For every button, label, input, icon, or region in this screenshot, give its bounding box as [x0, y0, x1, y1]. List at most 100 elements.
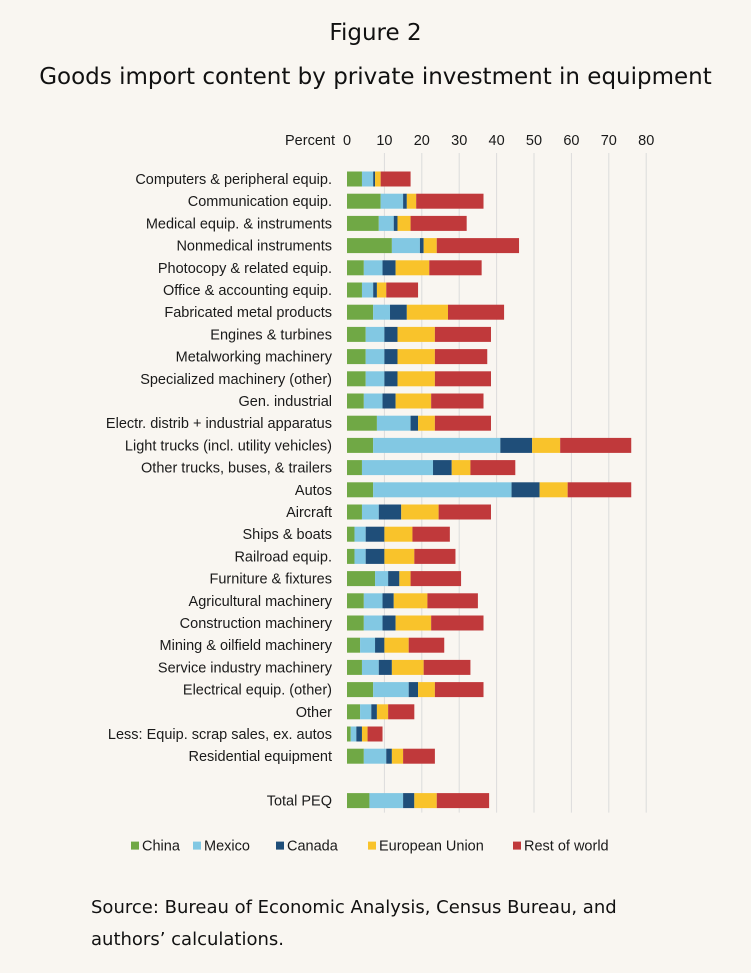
bar-segment — [391, 748, 404, 764]
bar-segment — [350, 726, 357, 742]
bar-segment — [451, 460, 471, 476]
bar-segment — [395, 260, 430, 276]
bar-segment — [356, 726, 362, 742]
bar-segment — [369, 793, 404, 809]
bar-segment — [361, 504, 379, 520]
tick-label: 20 — [414, 133, 430, 149]
bar-segment — [391, 238, 420, 254]
bar-segment — [403, 193, 407, 209]
bar-segment — [347, 282, 362, 298]
bar-segment — [382, 393, 396, 409]
category-label: Total PEQ — [267, 794, 332, 810]
bar-segment — [401, 504, 439, 520]
bar-segment — [347, 482, 374, 498]
category-label: Light trucks (incl. utility vehicles) — [125, 438, 332, 454]
bar-segment — [434, 326, 491, 342]
bar-segment — [399, 571, 411, 587]
bar-segment — [382, 615, 396, 631]
bar-segment — [410, 571, 462, 587]
bar-segment — [363, 748, 387, 764]
bar-segment — [380, 171, 411, 187]
bar-segment — [414, 548, 456, 564]
category-label: Ships & boats — [243, 527, 332, 543]
tick-label: 70 — [601, 133, 617, 149]
bar-segment — [347, 526, 355, 542]
bar-segment — [373, 304, 391, 320]
bar-segment — [376, 282, 387, 298]
bar-segment — [347, 637, 361, 653]
category-label: Photocopy & related equip. — [158, 261, 332, 277]
bar-segment — [434, 371, 491, 387]
bar-segment — [393, 215, 398, 231]
bar-segment — [375, 637, 385, 653]
bar-segment — [419, 238, 424, 254]
bar-segment — [397, 349, 435, 365]
legend-swatch — [276, 841, 284, 850]
bar-segment — [375, 571, 389, 587]
bar-segment — [388, 571, 400, 587]
bar-segment — [390, 304, 407, 320]
bar-segment — [363, 615, 383, 631]
bar-segment — [347, 349, 366, 365]
bar-segment — [378, 215, 394, 231]
category-label: Engines & turbines — [210, 327, 332, 343]
bar-segment — [416, 193, 484, 209]
bar-segment — [431, 393, 484, 409]
bar-segment — [375, 171, 381, 187]
bar-segment — [438, 504, 491, 520]
bar-segment — [434, 415, 491, 431]
category-label: Nonmedical instruments — [176, 239, 332, 255]
bar-segment — [371, 704, 377, 720]
bar-segment — [373, 682, 409, 698]
bar-segment — [397, 371, 435, 387]
legend-label: Rest of world — [524, 839, 609, 855]
bar-segment — [365, 548, 385, 564]
bar-segment — [410, 215, 467, 231]
axis-label: Percent — [285, 133, 335, 149]
bar-segment — [408, 682, 419, 698]
bar-segment — [408, 637, 445, 653]
bar-segment — [436, 238, 520, 254]
bar-segment — [347, 571, 376, 587]
category-label: Service industry machinery — [158, 660, 333, 676]
bar-segment — [363, 393, 383, 409]
bar-segment — [347, 748, 364, 764]
category-label: Residential equipment — [189, 749, 332, 765]
bar-segment — [412, 526, 450, 542]
bar-segment — [433, 460, 452, 476]
source-note: Source: Bureau of Economic Analysis, Cen… — [91, 897, 617, 950]
bar-segment — [500, 437, 533, 453]
category-label: Computers & peripheral equip. — [135, 172, 332, 188]
category-label: Communication equip. — [188, 194, 332, 210]
category-label: Other trucks, buses, & trailers — [141, 461, 332, 477]
bar-segment — [406, 193, 417, 209]
category-label: Railroad equip. — [234, 549, 332, 565]
bar-segment — [360, 637, 376, 653]
tick-label: 40 — [489, 133, 505, 149]
bar-segment — [365, 371, 385, 387]
legend-label: Mexico — [204, 839, 250, 855]
chart-title: Goods import content by private investme… — [39, 64, 712, 90]
tick-label: 30 — [451, 133, 467, 149]
bar-segment — [347, 437, 374, 453]
bar-segment — [361, 282, 374, 298]
legend-label: European Union — [379, 839, 484, 855]
bar-segment — [418, 415, 435, 431]
bar-segment — [376, 415, 411, 431]
category-label: Construction machinery — [180, 616, 333, 632]
bar-segment — [397, 215, 411, 231]
bar-segment — [363, 593, 383, 609]
legend-swatch — [131, 841, 139, 850]
bar-segment — [347, 171, 362, 187]
bar-segment — [403, 748, 435, 764]
bar-segment — [361, 726, 368, 742]
bar-segment — [347, 260, 364, 276]
legend-swatch — [193, 841, 201, 850]
bar-segment — [363, 260, 383, 276]
bar-segment — [380, 193, 404, 209]
category-label: Furniture & fixtures — [210, 572, 333, 588]
bar-segment — [373, 482, 512, 498]
category-label: Specialized machinery (other) — [140, 372, 332, 388]
bar-segment — [384, 526, 413, 542]
legend-swatch — [513, 841, 521, 850]
